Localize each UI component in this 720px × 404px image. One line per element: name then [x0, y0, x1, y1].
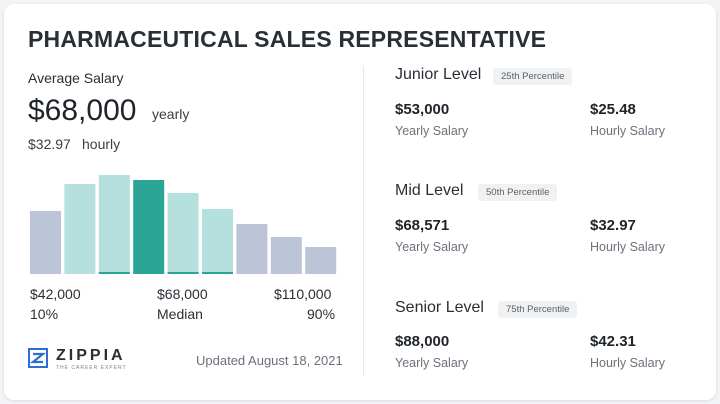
chart-bar-2 [64, 184, 96, 274]
level-title-mid: Mid Level [395, 182, 464, 199]
chart-bar-4 [133, 180, 165, 274]
tick-value-low: $42,000 [30, 286, 81, 302]
chart-bar-underline-6 [202, 272, 233, 274]
tick-value-high: $110,000 [274, 286, 332, 302]
senior-hourly-label: Hourly Salary [590, 356, 666, 370]
tick-label-low: 10% [30, 306, 59, 322]
senior-hourly-value: $42.31 [590, 333, 636, 350]
average-hourly-value: $32.97 [28, 136, 71, 152]
level-title-senior: Senior Level [395, 299, 484, 316]
tick-label-high: 90% [307, 306, 336, 322]
average-salary-unit: yearly [152, 106, 190, 122]
chart-bar-1 [30, 211, 61, 274]
average-hourly-unit: hourly [82, 136, 121, 152]
chart-bar-9 [305, 247, 337, 274]
senior-yearly-value: $88,000 [395, 333, 450, 350]
mid-hourly-label: Hourly Salary [590, 240, 666, 254]
average-salary-label: Average Salary [28, 70, 124, 86]
column-divider [363, 66, 364, 376]
mid-yearly-label: Yearly Salary [395, 240, 469, 254]
chart-bar-7 [236, 224, 268, 274]
mid-hourly-value: $32.97 [590, 217, 636, 234]
chart-bar-8 [270, 237, 302, 274]
percentile-badge-mid: 50th Percentile [478, 184, 558, 201]
updated-date: Updated August 18, 2021 [196, 353, 343, 368]
tick-value-median: $68,000 [157, 286, 208, 302]
level-title-junior: Junior Level [395, 66, 482, 83]
tick-label-median: Median [157, 306, 203, 322]
average-salary-value: $68,000 [28, 94, 137, 127]
chart-bar-6 [202, 209, 233, 274]
chart-bar-underline-3 [98, 272, 130, 274]
senior-yearly-label: Yearly Salary [395, 356, 469, 370]
chart-bar-underline-5 [167, 272, 199, 274]
percentile-badge-junior: 25th Percentile [493, 68, 573, 85]
page-title: PHARMACEUTICAL SALES REPRESENTATIVE [28, 26, 547, 52]
junior-hourly-label: Hourly Salary [590, 124, 666, 138]
brand-name[interactable]: ZIPPIA [56, 347, 126, 364]
junior-yearly-value: $53,000 [395, 101, 450, 118]
mid-yearly-value: $68,571 [395, 217, 450, 234]
zippia-logo-icon[interactable] [28, 348, 48, 368]
chart-bar-3 [98, 175, 130, 274]
junior-hourly-value: $25.48 [590, 101, 636, 118]
salary-distribution-chart [30, 175, 337, 274]
percentile-badge-senior: 75th Percentile [498, 301, 578, 318]
junior-yearly-label: Yearly Salary [395, 124, 469, 138]
chart-bar-5 [167, 193, 199, 274]
brand-tagline: THE CAREER EXPERT [56, 365, 127, 371]
